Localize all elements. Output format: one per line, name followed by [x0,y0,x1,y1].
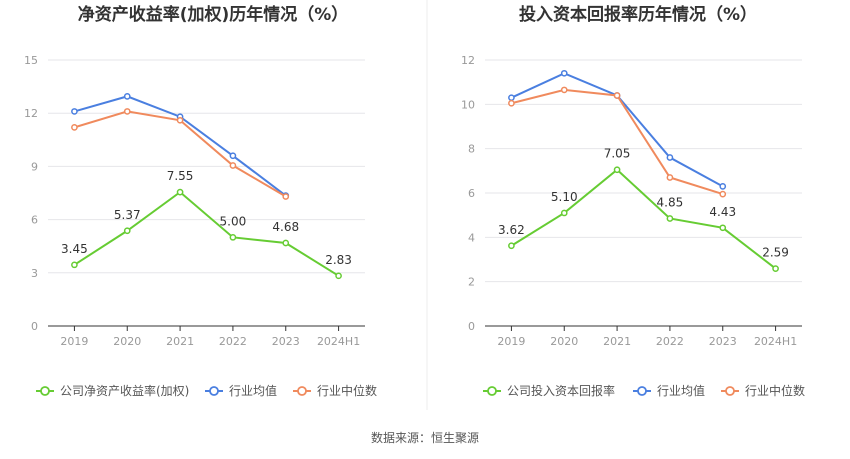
x-tick-label: 2019 [497,335,525,348]
data-point-average [666,154,674,161]
series-line-median [511,88,724,196]
data-label: 3.62 [498,223,525,237]
y-tick-label: 0 [468,320,475,333]
data-label: 3.45 [61,242,88,256]
x-tick-label: 2023 [272,335,300,348]
x-tick-label: 2022 [656,335,684,348]
x-tick-label: 2019 [60,335,88,348]
source-label: 数据来源：恒生聚源 [371,430,479,445]
data-point-average [123,93,131,100]
data-point-median [282,193,290,200]
x-tick-label: 2024H1 [317,335,360,348]
y-tick-label: 6 [468,187,475,200]
data-point-company [772,265,779,272]
data-label: 2.83 [325,253,352,267]
x-tick-label: 2024H1 [754,335,797,348]
data-point-median [666,174,674,181]
y-tick-label: 9 [31,160,38,173]
y-tick-label: 0 [31,320,38,333]
legend-label: 行业均值 [657,383,705,398]
y-tick-label: 12 [461,54,475,67]
data-label: 4.68 [272,220,299,234]
x-tick-label: 2021 [603,335,631,348]
y-tick-label: 6 [31,214,38,227]
data-point-average [560,69,568,77]
y-tick-label: 12 [24,107,38,120]
legend-swatch-marker [487,386,497,396]
roe-chart-title: 净资产收益率(加权)历年情况（%） [78,4,349,25]
data-point-median [560,86,568,94]
data-label: 5.10 [551,190,578,204]
data-point-median [719,190,727,198]
legend-label: 行业均值 [229,383,277,398]
y-tick-label: 8 [468,143,475,156]
data-point-company [123,227,131,235]
x-tick-label: 2020 [550,335,578,348]
data-point-company [71,261,78,269]
data-point-average [508,94,515,102]
data-point-company [719,224,727,232]
data-point-average [719,183,727,190]
roic-chart: 投入资本回报率历年情况（%） 0 2 4 6 8 10 12 2019 2020 2021 2022 2… [461,4,805,398]
legend-label: 公司净资产收益率(加权) [60,383,189,398]
legend-item-average[interactable]: 行业均值 [633,383,705,398]
data-point-company [613,166,621,174]
data-point-average [71,108,78,115]
data-point-company [229,233,237,241]
data-point-company [666,215,674,222]
legend-swatch-marker [297,386,307,396]
legend-swatch-marker [40,386,50,396]
data-label: 2.59 [762,246,789,260]
legend-label: 行业中位数 [317,383,377,398]
data-label: 5.37 [114,208,141,222]
legend-label: 行业中位数 [745,383,805,398]
legend-swatch-marker [725,386,735,396]
data-point-median [508,99,515,107]
y-tick-label: 10 [461,98,475,111]
legend-swatch-marker [637,386,647,396]
roic-chart-title: 投入资本回报率历年情况（%） [519,4,757,25]
legend-item-median[interactable]: 行业中位数 [293,383,377,398]
legend-item-average[interactable]: 行业均值 [205,383,277,398]
data-label: 4.85 [657,195,684,209]
legend-label: 公司投入资本回报率 [507,383,615,398]
series-line-company [73,190,340,277]
data-point-company [560,209,568,217]
y-tick-label: 2 [468,276,475,289]
x-tick-label: 2022 [219,335,247,348]
data-label: 5.00 [220,214,247,228]
x-tick-label: 2021 [166,335,194,348]
series-line-median [74,110,287,198]
data-point-median [613,92,621,99]
legend-item-company[interactable]: 公司投入资本回报率 [483,383,615,398]
legend-swatch-marker [209,386,219,396]
data-point-company [508,242,515,250]
data-label: 7.05 [604,147,631,161]
x-tick-label: 2023 [709,335,737,348]
data-point-median [176,116,184,124]
data-point-company [282,239,290,247]
data-point-company [335,272,342,280]
y-tick-label: 15 [24,54,38,67]
series-line-company [510,168,777,270]
data-point-average [229,152,237,160]
legend-item-company[interactable]: 公司净资产收益率(加权) [36,383,189,398]
y-tick-label: 4 [468,231,475,244]
data-point-company [176,188,184,196]
data-point-median [71,124,78,131]
roe-chart: 净资产收益率(加权)历年情况（%） 0 3 6 9 12 15 2019 2020 2021 202… [24,4,377,398]
data-label: 4.43 [709,205,736,219]
legend-item-median[interactable]: 行业中位数 [721,383,805,398]
data-point-median [229,162,237,169]
y-tick-label: 3 [31,267,38,280]
data-label: 7.55 [167,169,194,183]
data-point-median [123,108,131,115]
x-tick-label: 2020 [113,335,141,348]
